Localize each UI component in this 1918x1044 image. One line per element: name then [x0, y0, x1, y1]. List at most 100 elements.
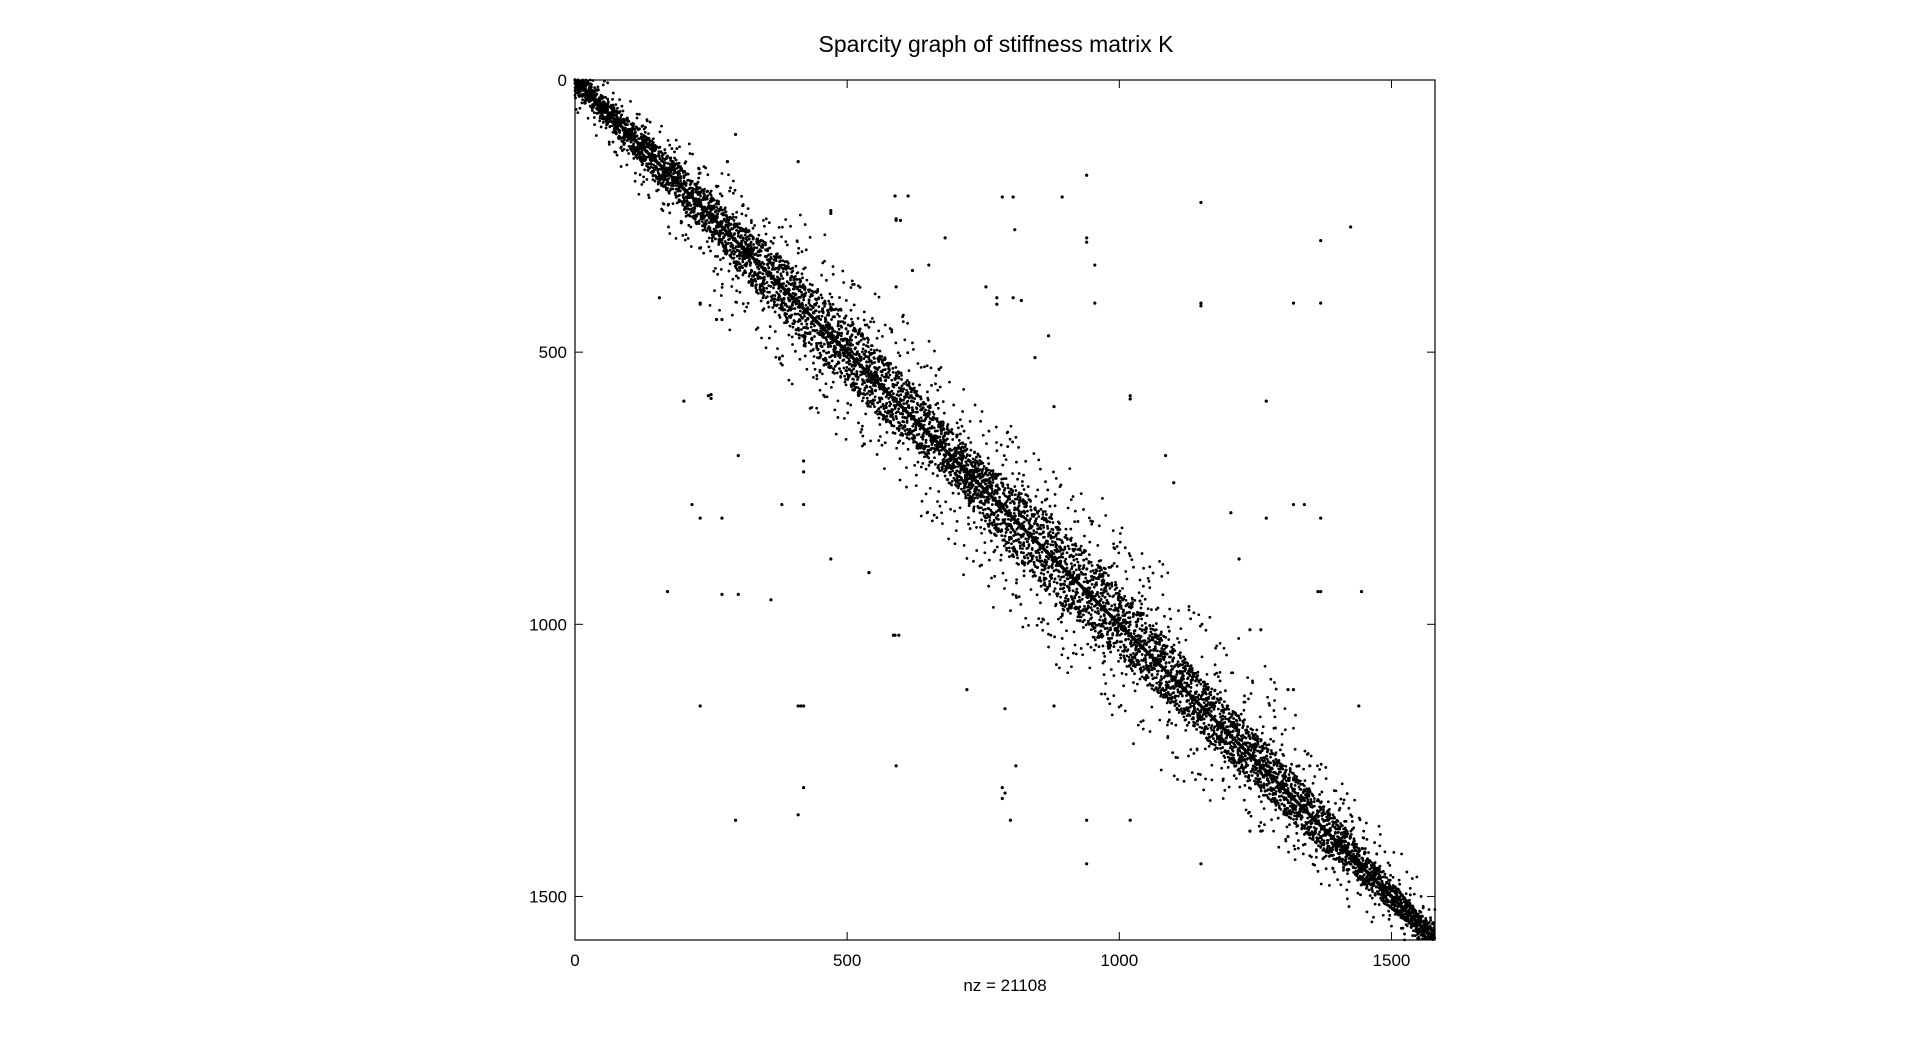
- nonzero-entry: [1029, 517, 1032, 521]
- nonzero-entry: [978, 511, 982, 515]
- nonzero-entry: [897, 407, 901, 411]
- nonzero-entry: [1053, 540, 1057, 544]
- nonzero-entry: [636, 150, 640, 154]
- nonzero-entry: [843, 374, 846, 378]
- nonzero-entry: [977, 506, 981, 510]
- nonzero-entry: [937, 463, 940, 467]
- nonzero-entry: [961, 441, 964, 445]
- nonzero-entry: [584, 84, 588, 88]
- nonzero-entry: [859, 392, 863, 395]
- nonzero-entry: [843, 337, 847, 341]
- nonzero-entry: [1022, 544, 1026, 548]
- nonzero-entry: [606, 97, 610, 101]
- nonzero-entry: [932, 412, 936, 416]
- nonzero-entry: [772, 286, 775, 290]
- nonzero-entry: [946, 462, 950, 466]
- nonzero-entry: [1087, 561, 1091, 565]
- nonzero-entry: [769, 256, 773, 259]
- nonzero-entry: [1050, 566, 1054, 570]
- nonzero-entry: [776, 252, 779, 256]
- nonzero-entry: [928, 420, 932, 424]
- nonzero-entry: [920, 419, 924, 423]
- nonzero-entry: [881, 361, 885, 365]
- nonzero-entry: [968, 491, 972, 494]
- nonzero-entry: [1003, 487, 1007, 490]
- nonzero-entry: [1069, 606, 1072, 610]
- nonzero-entry: [866, 340, 870, 344]
- nonzero-entry: [862, 343, 866, 346]
- nonzero-entry: [1036, 527, 1040, 531]
- nonzero-entry: [911, 437, 915, 441]
- nonzero-entry: [981, 467, 985, 471]
- nonzero-entry: [860, 399, 864, 403]
- nonzero-entry: [1096, 606, 1099, 610]
- nonzero-entry: [1059, 595, 1062, 599]
- nonzero-entry: [1098, 618, 1102, 622]
- nonzero-entry: [863, 393, 867, 397]
- nonzero-entry: [943, 474, 947, 478]
- nonzero-entry: [1100, 579, 1104, 583]
- nonzero-entry: [797, 289, 801, 293]
- nonzero-entry: [910, 406, 914, 410]
- nonzero-entry: [810, 283, 814, 287]
- nonzero-entry: [1101, 644, 1105, 648]
- nonzero-entry: [840, 348, 844, 352]
- nonzero-entry: [926, 427, 930, 431]
- nonzero-entry: [979, 500, 983, 504]
- nonzero-entry: [923, 455, 926, 459]
- nonzero-entry: [1025, 540, 1029, 543]
- nonzero-entry: [1028, 559, 1032, 563]
- nonzero-entry: [752, 243, 755, 246]
- nonzero-entry: [1013, 506, 1017, 510]
- nonzero-entry: [865, 374, 869, 378]
- nonzero-entry: [1066, 607, 1069, 611]
- nonzero-entry: [914, 390, 918, 394]
- nonzero-entry: [1059, 587, 1062, 591]
- nonzero-entry: [758, 271, 762, 274]
- nonzero-entry: [781, 267, 785, 271]
- nonzero-entry: [645, 162, 649, 166]
- nonzero-entry: [1090, 564, 1094, 567]
- nonzero-entry: [849, 383, 853, 387]
- nonzero-entry: [1052, 552, 1056, 555]
- nonzero-entry: [991, 481, 995, 484]
- nonzero-entry: [671, 187, 675, 191]
- nonzero-entry: [636, 156, 639, 160]
- nonzero-entry: [876, 412, 880, 416]
- nonzero-entry: [962, 481, 965, 485]
- nonzero-entry: [761, 296, 765, 300]
- nonzero-entry: [918, 419, 922, 423]
- nonzero-entry: [902, 387, 906, 391]
- nonzero-entry: [872, 349, 876, 352]
- nonzero-entry: [958, 471, 962, 475]
- nonzero-entry: [1050, 540, 1054, 543]
- nonzero-entry: [879, 412, 883, 416]
- nonzero-entry: [881, 358, 885, 362]
- nonzero-entry: [1042, 572, 1046, 576]
- nonzero-entry: [904, 380, 908, 384]
- nonzero-entry: [1160, 677, 1164, 681]
- nonzero-entry: [845, 365, 849, 369]
- nonzero-entry: [900, 384, 904, 388]
- nonzero-entry: [651, 141, 655, 144]
- nonzero-entry: [647, 137, 651, 140]
- nonzero-entry: [1096, 609, 1100, 613]
- nonzero-entry: [882, 407, 886, 411]
- nonzero-entry: [681, 193, 685, 197]
- nonzero-entry: [762, 294, 766, 297]
- nonzero-entry: [851, 320, 854, 324]
- nonzero-entry: [1055, 594, 1059, 598]
- nonzero-entry: [1009, 524, 1013, 528]
- nonzero-entry: [1036, 566, 1039, 570]
- nonzero-entry: [703, 225, 707, 229]
- nonzero-entry: [921, 406, 925, 410]
- nonzero-entry: [855, 357, 859, 360]
- nonzero-entry: [617, 129, 621, 133]
- nonzero-entry: [915, 407, 919, 411]
- nonzero-entry: [830, 359, 834, 363]
- nonzero-entry: [938, 469, 942, 473]
- nonzero-entry: [723, 206, 727, 210]
- nonzero-entry: [977, 489, 981, 492]
- nonzero-entry: [958, 442, 962, 445]
- nonzero-entry: [868, 389, 872, 393]
